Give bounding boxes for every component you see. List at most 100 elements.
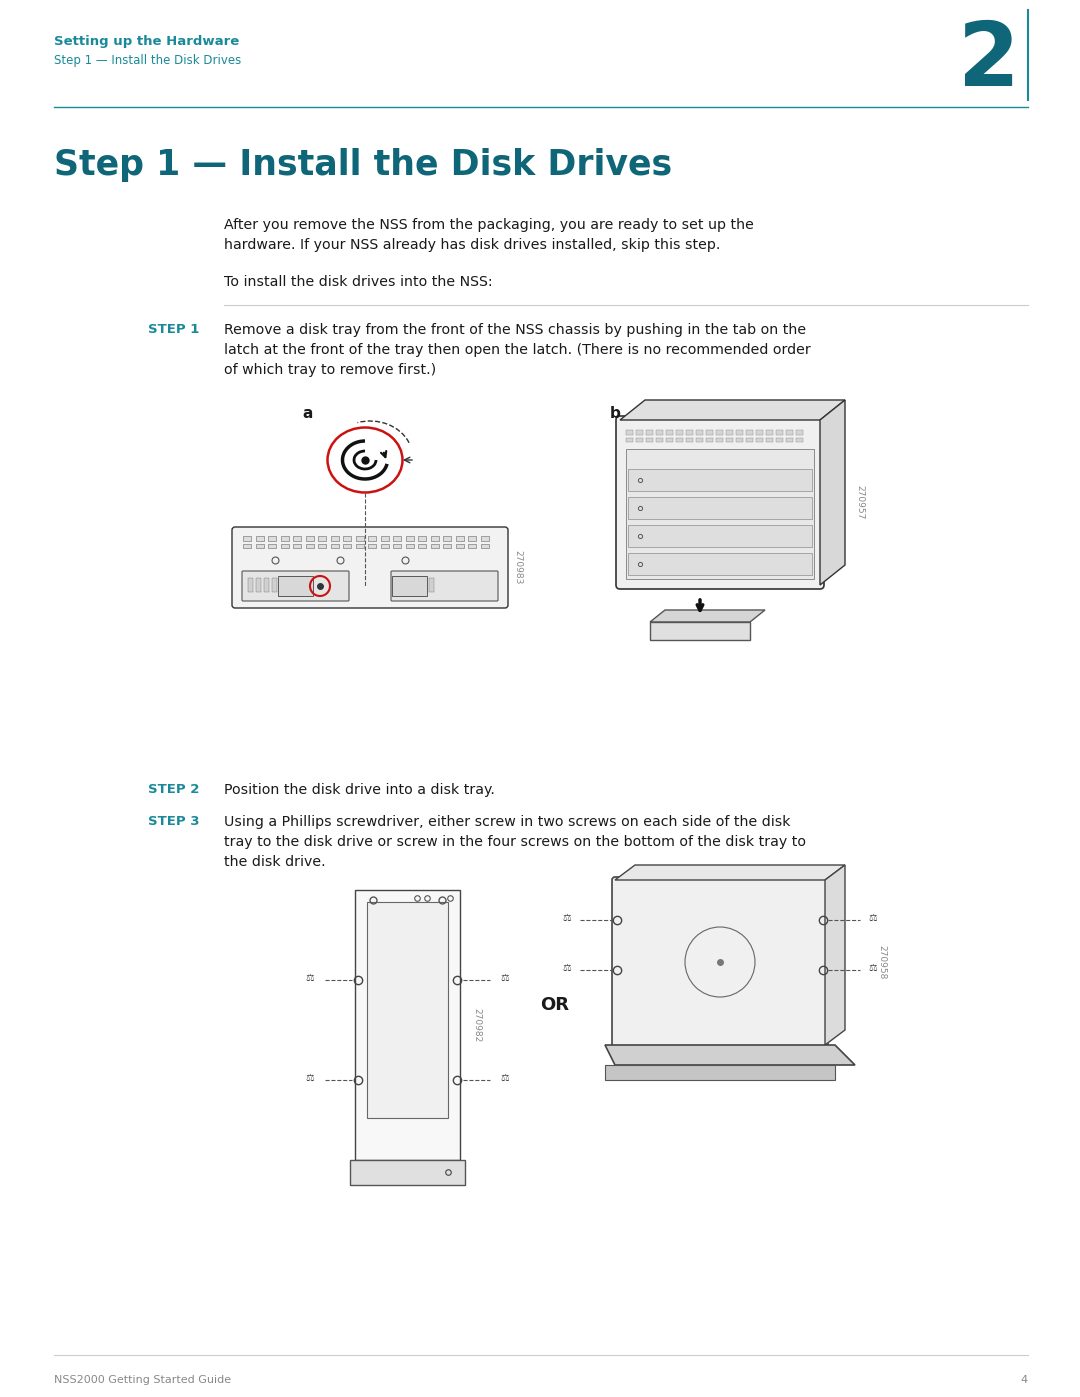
Text: Setting up the Hardware: Setting up the Hardware — [54, 35, 240, 47]
Bar — [716, 439, 723, 441]
Bar — [281, 536, 288, 541]
Bar — [696, 430, 703, 434]
Bar — [431, 543, 438, 548]
Bar — [726, 439, 733, 441]
Bar — [355, 890, 460, 1160]
Bar — [756, 430, 762, 434]
Bar — [468, 543, 476, 548]
Bar — [456, 543, 463, 548]
Bar — [330, 536, 338, 541]
Polygon shape — [820, 400, 845, 585]
Bar — [646, 439, 653, 441]
Bar — [318, 543, 326, 548]
Bar — [726, 430, 733, 434]
Bar — [350, 1160, 465, 1185]
Bar — [676, 439, 683, 441]
Bar — [368, 543, 376, 548]
Bar — [256, 543, 264, 548]
Text: NSS2000 Getting Started Guide: NSS2000 Getting Started Guide — [54, 1375, 231, 1384]
Bar — [393, 536, 401, 541]
Bar — [626, 448, 814, 578]
Bar — [278, 576, 313, 597]
Text: Remove a disk tray from the front of the NSS chassis by pushing in the tab on th: Remove a disk tray from the front of the… — [224, 323, 806, 337]
Bar — [666, 439, 673, 441]
Bar — [735, 430, 743, 434]
Bar — [746, 430, 753, 434]
Text: 270958: 270958 — [877, 944, 886, 979]
Bar — [355, 536, 364, 541]
Bar — [268, 543, 276, 548]
Bar — [627, 525, 812, 548]
Polygon shape — [615, 865, 845, 880]
Text: Step 1 — Install the Disk Drives: Step 1 — Install the Disk Drives — [54, 54, 241, 67]
Bar — [676, 430, 683, 434]
Bar — [456, 536, 463, 541]
Bar — [243, 536, 251, 541]
Bar — [306, 536, 313, 541]
Text: 2: 2 — [958, 18, 1020, 105]
Text: hardware. If your NSS already has disk drives installed, skip this step.: hardware. If your NSS already has disk d… — [224, 237, 720, 251]
Text: ⚖: ⚖ — [563, 963, 571, 972]
Bar — [656, 430, 663, 434]
Text: ⚖: ⚖ — [501, 972, 510, 983]
Text: ⚖: ⚖ — [306, 1073, 314, 1083]
Polygon shape — [650, 622, 750, 640]
Bar — [405, 543, 414, 548]
Bar — [686, 430, 693, 434]
Bar — [264, 578, 269, 592]
Bar — [268, 536, 276, 541]
Polygon shape — [825, 865, 845, 1045]
Bar — [786, 430, 793, 434]
Bar — [380, 536, 389, 541]
Bar — [248, 578, 253, 592]
Bar — [696, 439, 703, 441]
Bar — [256, 536, 264, 541]
Bar — [443, 536, 451, 541]
Text: 4: 4 — [1021, 1375, 1028, 1384]
Text: of which tray to remove first.): of which tray to remove first.) — [224, 363, 436, 377]
Bar — [368, 536, 376, 541]
Text: ⚖: ⚖ — [501, 1073, 510, 1083]
Text: the disk drive.: the disk drive. — [224, 855, 326, 869]
Bar — [380, 543, 389, 548]
Text: Position the disk drive into a disk tray.: Position the disk drive into a disk tray… — [224, 782, 495, 798]
Bar — [627, 497, 812, 520]
Bar — [405, 536, 414, 541]
Bar — [716, 430, 723, 434]
Bar — [636, 430, 643, 434]
Bar — [429, 578, 434, 592]
Text: To install the disk drives into the NSS:: To install the disk drives into the NSS: — [224, 275, 492, 289]
Bar — [686, 439, 693, 441]
Bar — [796, 439, 804, 441]
Text: 270983: 270983 — [513, 550, 522, 584]
Bar — [777, 430, 783, 434]
Text: b: b — [610, 407, 621, 420]
Text: 270957: 270957 — [855, 485, 864, 520]
Bar — [706, 439, 713, 441]
Bar — [443, 543, 451, 548]
Text: STEP 1: STEP 1 — [148, 323, 200, 337]
Bar — [656, 439, 663, 441]
Bar — [343, 543, 351, 548]
Text: 270982: 270982 — [472, 1007, 481, 1042]
Text: ⚖: ⚖ — [306, 972, 314, 983]
Bar — [293, 543, 301, 548]
Bar — [777, 439, 783, 441]
Text: a: a — [302, 407, 312, 420]
Text: Using a Phillips screwdriver, either screw in two screws on each side of the dis: Using a Phillips screwdriver, either scr… — [224, 814, 791, 828]
Bar — [481, 543, 488, 548]
Text: ⚖: ⚖ — [868, 914, 877, 923]
Bar — [306, 543, 313, 548]
Bar — [646, 430, 653, 434]
FancyBboxPatch shape — [612, 877, 828, 1048]
Text: STEP 3: STEP 3 — [148, 814, 200, 828]
Bar — [280, 578, 285, 592]
FancyBboxPatch shape — [616, 416, 824, 590]
Text: STEP 2: STEP 2 — [148, 782, 200, 796]
Bar — [318, 536, 326, 541]
Bar — [272, 578, 276, 592]
Bar — [468, 536, 476, 541]
Bar — [766, 439, 773, 441]
Bar — [626, 430, 633, 434]
Bar — [421, 578, 426, 592]
